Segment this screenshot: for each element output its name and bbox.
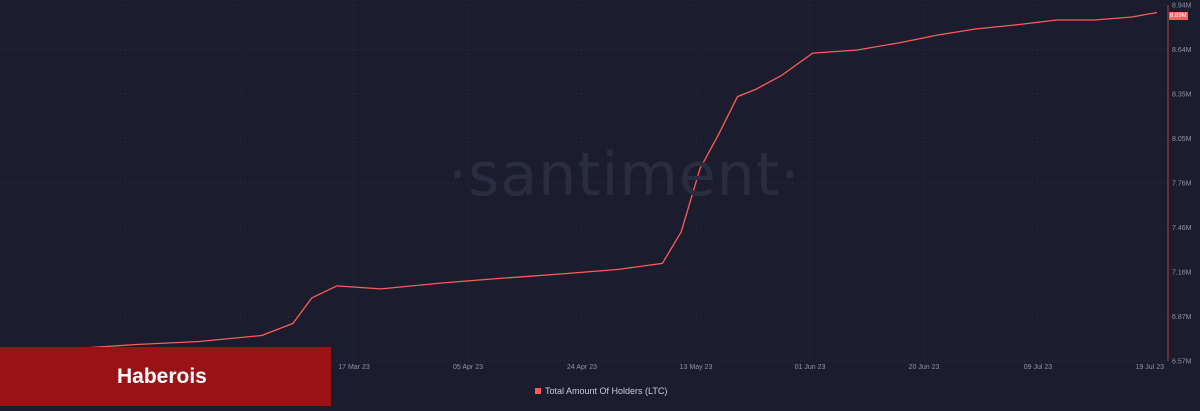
legend-swatch-icon — [535, 388, 541, 394]
series-group — [4, 11, 1158, 353]
last-value-badge: 8.89M — [1169, 12, 1188, 20]
x-tick-label: 05 Apr 23 — [453, 364, 483, 371]
legend-label: Total Amount Of Holders (LTC) — [545, 386, 668, 396]
santiment-watermark: ·santiment· — [448, 140, 801, 210]
y-tick-label: 6.87M — [1172, 314, 1192, 321]
x-tick-label: 13 May 23 — [680, 364, 713, 371]
y-tick-label: 8.05M — [1172, 136, 1192, 143]
x-tick-label: 09 Jul 23 — [1024, 364, 1053, 371]
y-tick-label: 7.16M — [1172, 270, 1192, 277]
y-tick-label: 7.46M — [1172, 225, 1192, 232]
x-tick-label: 01 Jun 23 — [795, 364, 826, 371]
x-tick-label: 24 Apr 23 — [567, 364, 597, 371]
y-axis-ticks: 6.57M 6.87M 7.16M 7.46M 7.76M 8.05M 8.35M 8.64M… — [1172, 3, 1192, 366]
legend[interactable]: Total Amount Of Holders (LTC) — [535, 386, 667, 396]
x-tick-label: 17 Mar 23 — [338, 364, 370, 371]
banner-text: Haberois — [117, 364, 207, 388]
x-tick-label: 19 Jul 23 — [1136, 364, 1165, 371]
y-tick-label: 8.64M — [1172, 47, 1192, 54]
series-line-total-holders — [4, 11, 1158, 353]
y-tick-label: 7.76M — [1172, 181, 1192, 188]
x-tick-label: 20 Jun 23 — [909, 364, 940, 371]
y-tick-label: 8.94M — [1172, 3, 1192, 10]
y-tick-label: 6.57M — [1172, 359, 1192, 366]
y-tick-label: 8.35M — [1172, 92, 1192, 99]
haberois-banner: Haberois — [0, 347, 331, 406]
